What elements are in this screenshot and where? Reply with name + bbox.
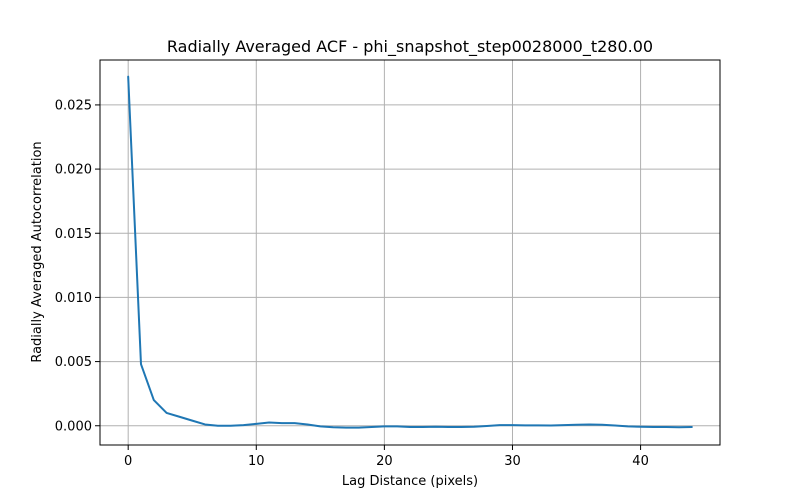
- x-axis-label: Lag Distance (pixels): [342, 474, 478, 489]
- series-layer: [127, 75, 693, 429]
- plot-frame: [99, 59, 721, 446]
- acf-series-line: [127, 75, 693, 429]
- y-tick-label: 0.010: [55, 291, 92, 306]
- y-tick-label: 0.025: [55, 98, 92, 113]
- x-tick-label: 30: [504, 454, 521, 469]
- y-tick-label: 0.000: [55, 419, 92, 434]
- grid: [100, 60, 720, 445]
- y-axis: 0.000 0.005 0.010 0.015 0.020 0.025: [55, 98, 100, 434]
- y-axis-label: Radially Averaged Autocorrelation: [30, 141, 45, 362]
- y-tick-label: 0.020: [55, 163, 92, 178]
- x-tick-label: 0: [124, 454, 132, 469]
- y-tick-label: 0.005: [55, 355, 92, 370]
- chart-title: Radially Averaged ACF - phi_snapshot_ste…: [167, 37, 653, 57]
- x-tick-label: 20: [376, 454, 393, 469]
- x-axis: 0 10 20 30 40: [124, 445, 649, 469]
- x-tick-label: 10: [248, 454, 265, 469]
- x-tick-label: 40: [632, 454, 649, 469]
- y-tick-label: 0.015: [55, 227, 92, 242]
